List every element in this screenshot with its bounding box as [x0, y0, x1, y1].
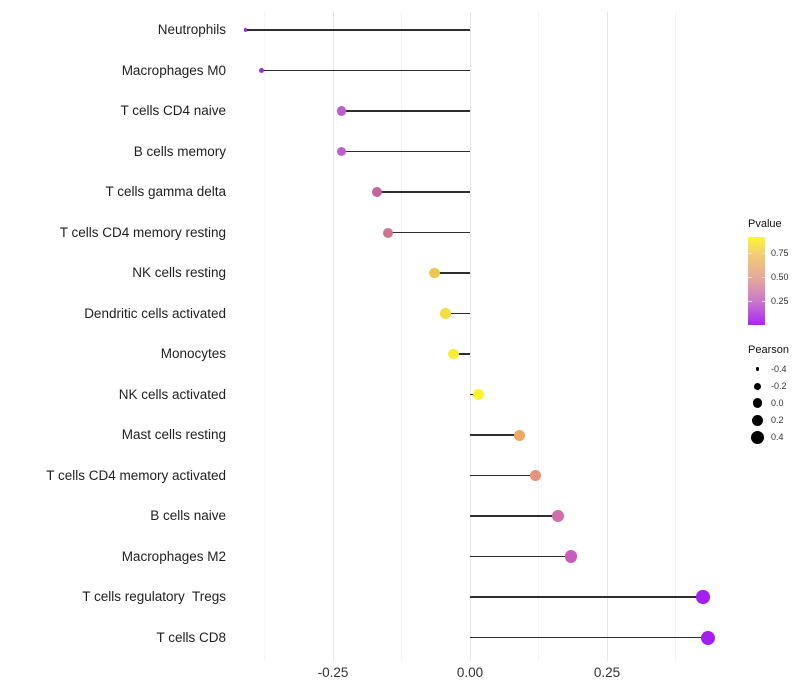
- gridline-minor: [401, 12, 402, 661]
- lollipop-dot: [701, 630, 716, 645]
- category-label: T cells gamma delta: [105, 184, 226, 199]
- gridline-major: [606, 12, 608, 661]
- pearson-legend-dot: [751, 430, 764, 444]
- lollipop-dot: [371, 187, 382, 197]
- x-axis-tick-label: -0.25: [317, 665, 349, 680]
- lollipop-dot: [530, 469, 542, 482]
- category-label: Macrophages M0: [121, 62, 226, 78]
- category-label: Mast cells resting: [121, 427, 226, 442]
- category-label: Monocytes: [160, 346, 226, 361]
- lollipop-stem: [376, 191, 470, 193]
- lollipop-stem: [434, 272, 470, 274]
- lollipop-stem: [245, 29, 470, 31]
- pvalue-tick-mark: [748, 301, 752, 303]
- lollipop-stem: [470, 474, 536, 477]
- category-label: T cells CD4 memory activated: [46, 467, 226, 483]
- lollipop-stem: [261, 69, 470, 72]
- gridline-major: [469, 12, 471, 661]
- lollipop-stem: [445, 312, 470, 315]
- gridline-major: [332, 12, 334, 661]
- lollipop-dot: [336, 106, 346, 116]
- lollipop-dot: [243, 28, 247, 32]
- pvalue-tick-mark: [761, 253, 765, 255]
- lollipop-dot: [551, 510, 564, 522]
- pvalue-tick-label: 0.75: [771, 248, 789, 259]
- lollipop-dot: [472, 388, 484, 401]
- lollipop-stem: [341, 150, 470, 153]
- pearson-legend-label: 0.2: [771, 414, 784, 425]
- lollipop-stem: [470, 434, 520, 436]
- x-axis-tick-label: 0.00: [456, 665, 484, 680]
- pearson-legend-dot: [752, 398, 763, 408]
- category-label: Neutrophils: [157, 22, 226, 37]
- pearson-legend-dot: [754, 382, 761, 390]
- pearson-legend-dot: [755, 367, 760, 371]
- category-label: B cells memory: [133, 143, 226, 159]
- pearson-legend-label: 0.0: [771, 397, 784, 408]
- pearson-legend-title: Pearson: [748, 344, 789, 356]
- lollipop-dot: [696, 590, 710, 604]
- lollipop-dot: [336, 146, 346, 157]
- lollipop-stem: [470, 636, 709, 639]
- category-label: T cells CD4 naive: [120, 103, 226, 118]
- lollipop-stem: [387, 231, 470, 234]
- pvalue-tick-mark: [748, 277, 752, 279]
- pvalue-tick-label: 0.50: [771, 272, 789, 283]
- x-axis-tick-label: 0.25: [593, 665, 621, 680]
- gridline-minor: [264, 12, 265, 661]
- pearson-legend-label: -0.2: [771, 380, 787, 391]
- category-label: Macrophages M2: [121, 548, 226, 564]
- pearson-legend-dot: [752, 414, 763, 426]
- pvalue-tick-mark: [761, 277, 765, 279]
- lollipop-stem: [470, 515, 558, 517]
- pvalue-tick-mark: [748, 253, 752, 255]
- lollipop-dot: [513, 429, 525, 441]
- pearson-legend-label: 0.4: [771, 431, 784, 442]
- pvalue-legend-title: Pvalue: [748, 218, 782, 230]
- lollipop-dot: [439, 308, 451, 319]
- category-label: T cells CD4 memory resting: [59, 224, 226, 240]
- lollipop-dot: [429, 267, 440, 279]
- lollipop-stem: [453, 353, 470, 355]
- category-label: NK cells activated: [118, 386, 226, 402]
- lollipop-stem: [470, 596, 703, 598]
- lollipop-dot: [382, 227, 393, 238]
- category-label: NK cells resting: [132, 265, 226, 280]
- lollipop-stem: [470, 555, 572, 558]
- lollipop-dot: [565, 550, 578, 563]
- category-label: Dendritic cells activated: [84, 305, 226, 321]
- lollipop-stem: [341, 110, 470, 112]
- category-label: T cells regulatory Tregs: [82, 589, 226, 604]
- pvalue-gradient-bar: [748, 237, 765, 325]
- lollipop-dot: [448, 348, 459, 360]
- pearson-legend-label: -0.4: [771, 363, 787, 374]
- pvalue-tick-label: 0.25: [771, 296, 789, 307]
- pvalue-tick-mark: [761, 301, 765, 303]
- gridline-minor: [538, 12, 539, 661]
- lollipop-dot: [259, 68, 265, 73]
- category-label: B cells naive: [150, 508, 226, 523]
- gridline-minor: [675, 12, 676, 661]
- category-label: T cells CD8: [156, 629, 226, 645]
